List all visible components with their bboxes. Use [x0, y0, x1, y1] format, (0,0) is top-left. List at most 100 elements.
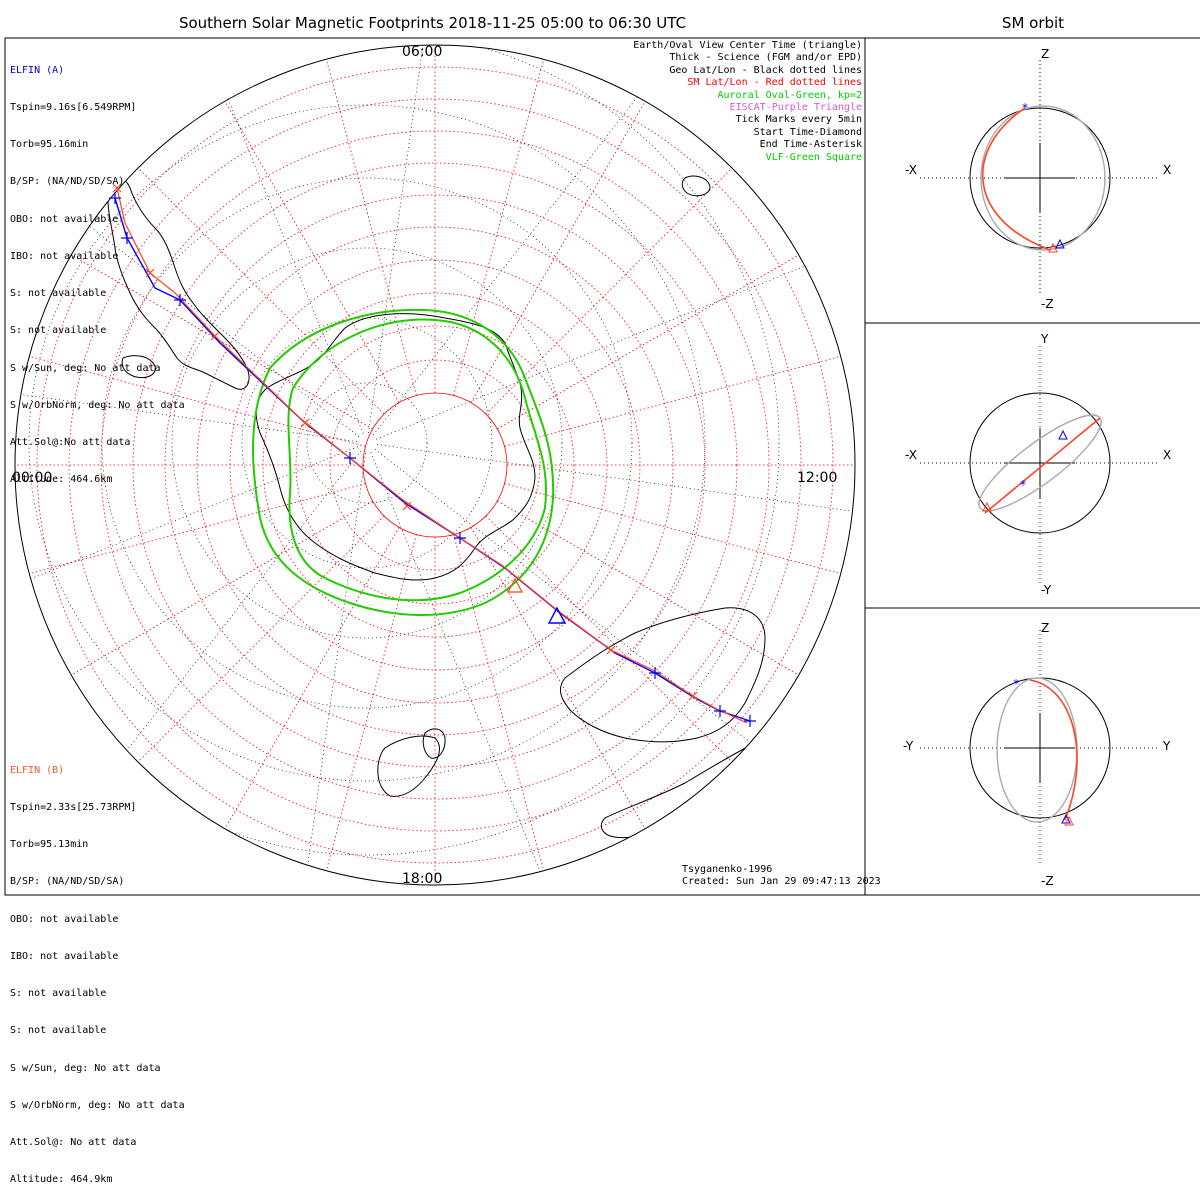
plot-title: Southern Solar Magnetic Footprints 2018-… [178, 14, 687, 32]
axis-right: X [1163, 163, 1171, 177]
grid-spoke [368, 45, 440, 434]
elfin-b-line: B/SP: (NA/ND/SD/SA) [10, 876, 125, 888]
elfin-b-line: Att.Sol@: No att data [10, 1137, 137, 1148]
elfin-b-info: ELFIN (B) Tspin=2.33s[25.73RPM] Torb=95.… [10, 740, 185, 1199]
elfin-b-name: ELFIN (B) [10, 764, 65, 776]
axis-left: -Y [903, 739, 914, 753]
axis-bottom: -Z [1041, 297, 1054, 311]
legend-entry: Thick - Science (FGM and/or EPD) [669, 52, 862, 64]
grid-spoke [376, 444, 855, 516]
lt-label-06: 06:00 [402, 44, 443, 60]
grid-spoke [376, 247, 850, 440]
elfin-a-line: OBO: not available [10, 213, 119, 225]
elfin-a-line: S w/Sun, deg: No att data [10, 362, 161, 374]
elfin-a-line: Att.Sol@:No att data [10, 437, 131, 448]
geo-latitude-grid [15, 45, 780, 856]
elfin-b-line: Tspin=2.33s[25.73RPM] [10, 802, 137, 814]
coastlines [107, 175, 816, 839]
grid-spoke [130, 515, 385, 770]
elfin-a-line: S: not available [10, 325, 107, 337]
svg-text:*: * [1020, 478, 1026, 492]
axis-right: X [1163, 448, 1171, 462]
elfin-b-line: S w/OrbNorm, deg: No att data [10, 1099, 185, 1111]
axis-left: -X [905, 448, 917, 462]
legend-entry: EISCAT-Purple Triangle [729, 102, 862, 114]
elfin-b-line: OBO: not available [10, 913, 119, 925]
elfin-b-line: IBO: not available [10, 950, 119, 962]
lt-label-00: 00:00 [12, 470, 53, 486]
elfin-a-line: IBO: not available [10, 250, 119, 262]
orbit-panel-yz: * Z -Z -Y Y [903, 621, 1171, 888]
auroral-oval-equatorward [252, 308, 555, 616]
elfin-b-center-triangle [506, 577, 524, 593]
elfin-a-line: S: not available [10, 288, 107, 300]
madagascar-coastline [422, 728, 446, 759]
legend-entry: SM Lat/Lon - Red dotted lines [687, 77, 862, 89]
new-zealand-coastline [600, 722, 816, 839]
map-outer-circle [14, 44, 856, 886]
lt-label-18: 18:00 [402, 871, 443, 887]
created-timestamp: Created: Sun Jan 29 09:47:13 2023 [682, 876, 881, 887]
axis-top: Y [1040, 332, 1049, 346]
africa-coastline [377, 735, 440, 797]
sm-orbit-panels: * Z -Z -X X * Y -Y -X X * Z -Z [903, 47, 1171, 888]
orbit-panel-xz: * Z -Z -X X [905, 47, 1171, 311]
south-georgia-coastline [681, 175, 711, 197]
elfin-a-info: ELFIN (A) Tspin=9.16s[6.549RPM] Torb=95.… [10, 40, 185, 499]
elfin-b-footprint-track [116, 187, 748, 724]
lt-label-12: 12:00 [797, 470, 838, 486]
axis-top: Z [1041, 621, 1049, 635]
elfin-a-line: B/SP: (NA/ND/SD/SA) [10, 176, 125, 188]
tierra-del-fuego-coastline [121, 355, 156, 379]
model-name: Tsyganenko-1996 [682, 864, 773, 875]
australia-coastline [559, 607, 766, 743]
grid-spoke [15, 370, 358, 442]
elfin-a-ticks [109, 192, 756, 727]
grid-spoke [370, 452, 563, 885]
south-america-coastline [107, 179, 250, 390]
legend-entry: Tick Marks every 5min [735, 114, 862, 126]
elfin-b-line: S: not available [10, 988, 107, 1000]
elfin-a-line: Torb=95.16min [10, 139, 89, 151]
legend-entry: Auroral Oval-Green, kp=2 [717, 89, 863, 101]
elfin-a-line: S w/OrbNorm, deg: No att data [10, 399, 185, 411]
legend-entry: Earth/Oval View Center Time (triangle) [633, 40, 862, 51]
grid-spoke [15, 446, 358, 639]
legend-entry: End Time-Asterisk [759, 139, 862, 151]
grid-spoke [323, 534, 417, 881]
auroral-oval-poleward [287, 318, 547, 602]
auroral-oval [252, 308, 555, 616]
elfin-a-center-triangle [547, 606, 567, 624]
svg-text:*: * [1022, 101, 1028, 115]
orbit-panel-xy: * Y -Y -X X [905, 332, 1171, 597]
elfin-b-line: Torb=95.13min [10, 839, 89, 851]
grid-spoke [504, 353, 851, 447]
orbit-panel-title: SM orbit [1001, 14, 1065, 32]
grid-spoke [294, 452, 366, 885]
axis-left: -X [905, 163, 917, 177]
elfin-a-line: Tspin=9.16s[6.549RPM] [10, 102, 137, 114]
grid-spoke [485, 515, 740, 770]
axis-right: Y [1162, 739, 1171, 753]
legend: Earth/Oval View Center Time (triangle) Th… [633, 40, 862, 164]
grid-spoke [374, 448, 777, 764]
grid-spoke [372, 45, 688, 436]
polar-footprint-map [14, 44, 856, 886]
axis-bottom: -Z [1041, 874, 1054, 888]
elfin-a-footprint-track [114, 197, 751, 722]
figure-frame [4, 37, 1200, 896]
elfin-b-line: Altitude: 464.9km [10, 1174, 113, 1186]
elfin-a-line: Altitude: 464.6km [10, 474, 113, 486]
elfin-b-ticks [112, 183, 698, 701]
legend-entry: VLF-Green Square [765, 151, 862, 163]
elfin-b-line: S w/Sun, deg: No att data [10, 1062, 161, 1074]
elfin-b-line: S: not available [10, 1025, 107, 1037]
grid-spoke [453, 49, 547, 396]
sm-pole-circle [362, 392, 508, 538]
legend-entry: Start Time-Diamond [753, 126, 862, 138]
axis-bottom: -Y [1041, 583, 1052, 597]
grid-spoke [504, 483, 851, 577]
elfin-a-name: ELFIN (A) [10, 64, 65, 76]
legend-entry: Geo Lat/Lon - Black dotted lines [669, 64, 862, 76]
grid-spoke [453, 534, 547, 881]
